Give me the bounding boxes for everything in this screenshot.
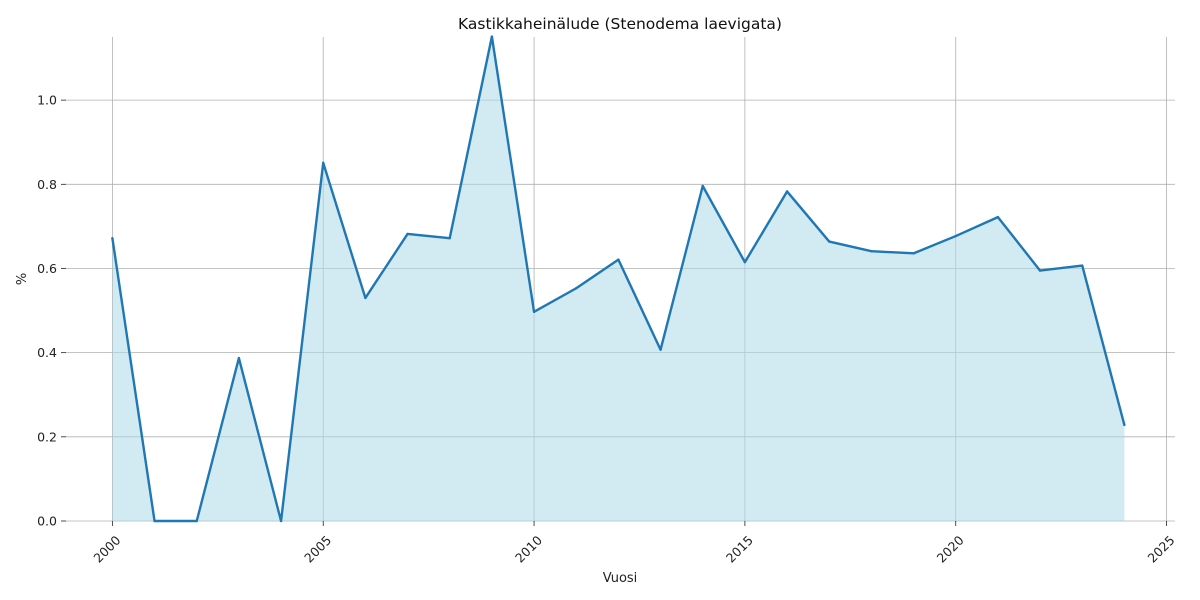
x-axis-label: Vuosi <box>603 571 638 586</box>
y-tick-label: 0.8 <box>37 177 57 192</box>
area-layer <box>112 36 1125 521</box>
y-tick-label: 0.4 <box>37 345 57 360</box>
x-tick-label: 2025 <box>1145 533 1178 566</box>
data-point-2003 <box>237 356 241 360</box>
y-tick-label: 0.2 <box>37 429 57 444</box>
data-point-2016 <box>785 190 789 193</box>
data-point-2002 <box>195 519 198 523</box>
data-point-2013 <box>659 348 662 351</box>
data-point-2009 <box>490 35 494 38</box>
x-tick-label: 2015 <box>723 533 756 566</box>
y-tick-label: 0.6 <box>37 261 57 276</box>
data-point-2004 <box>279 519 283 523</box>
data-point-2021 <box>996 215 1000 219</box>
y-tick-label: 1.0 <box>37 93 57 108</box>
x-tick-label: 2000 <box>90 533 123 566</box>
data-point-2000 <box>111 236 114 240</box>
data-point-2011 <box>575 287 578 290</box>
data-point-2010 <box>532 310 536 314</box>
data-point-2020 <box>954 234 957 238</box>
data-point-2015 <box>743 260 747 264</box>
y-axis-label: % <box>15 273 30 285</box>
x-tick-label: 2005 <box>301 533 334 566</box>
area-fill <box>112 36 1125 521</box>
data-point-2017 <box>828 240 831 243</box>
x-tick-label: 2010 <box>512 533 545 566</box>
chart-title: Kastikkaheinälude (Stenodema laevigata) <box>458 15 782 33</box>
data-point-2008 <box>448 236 451 240</box>
data-point-2022 <box>1038 269 1042 272</box>
data-point-2012 <box>617 258 620 261</box>
y-tick-label: 0.0 <box>37 514 57 529</box>
data-point-2014 <box>701 184 704 188</box>
x-axis: 2000 2005 2010 2015 2020 2025 <box>90 521 1178 566</box>
x-tick-label: 2020 <box>934 533 967 566</box>
line-layer <box>111 35 1126 523</box>
data-point-2006 <box>364 296 367 300</box>
data-point-2001 <box>153 519 156 523</box>
data-point-2005 <box>322 161 325 165</box>
data-point-2018 <box>870 250 873 253</box>
data-point-2007 <box>406 232 409 236</box>
y-axis: 0.0 0.2 0.4 0.6 0.8 1.0 <box>37 93 66 529</box>
data-point-2024 <box>1123 423 1126 427</box>
data-point-2023 <box>1081 264 1084 267</box>
data-point-2019 <box>912 252 915 255</box>
